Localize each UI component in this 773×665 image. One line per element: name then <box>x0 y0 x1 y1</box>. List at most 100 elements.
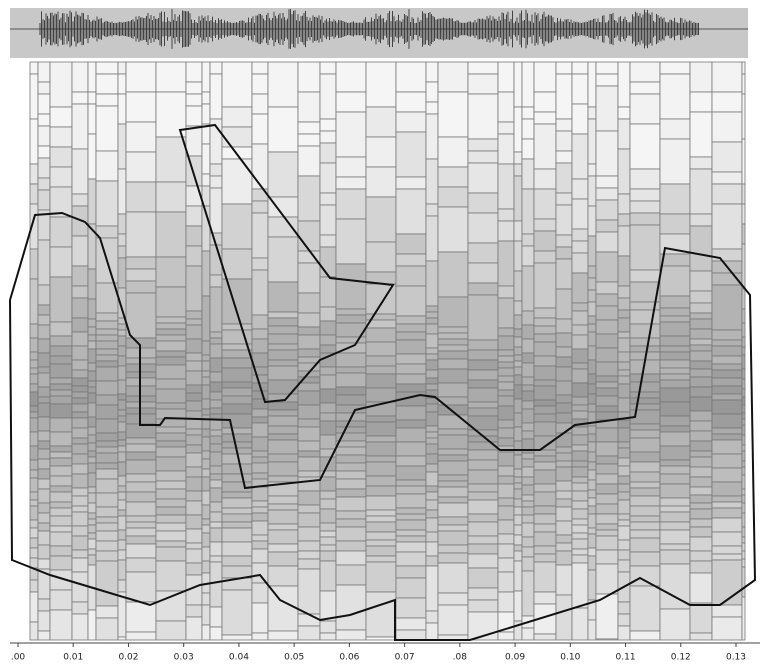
tile <box>49 507 73 517</box>
tile <box>37 61 51 83</box>
tile <box>185 205 203 227</box>
tile <box>437 382 469 398</box>
tile <box>395 363 427 375</box>
tile <box>521 422 535 432</box>
tile <box>533 469 557 485</box>
tile <box>497 91 515 123</box>
tile <box>425 158 439 205</box>
tile <box>555 130 573 152</box>
tile <box>29 505 39 521</box>
tile <box>395 597 427 619</box>
tile <box>513 590 523 622</box>
tile <box>617 525 631 541</box>
tile <box>513 374 523 386</box>
tile <box>555 204 573 236</box>
tile <box>201 518 211 526</box>
tile <box>251 520 269 536</box>
tile <box>125 256 157 270</box>
tile <box>95 617 119 641</box>
tile <box>117 168 127 215</box>
tile <box>555 192 573 206</box>
tile <box>395 519 427 531</box>
tile <box>437 454 469 462</box>
tile <box>689 318 713 330</box>
tile <box>155 286 187 318</box>
tile <box>155 522 187 532</box>
tile <box>251 506 269 514</box>
tile <box>689 338 713 346</box>
tile <box>155 530 187 542</box>
tile <box>437 296 469 328</box>
tile <box>659 345 691 353</box>
tile <box>595 130 619 177</box>
tile <box>37 488 51 504</box>
tile <box>209 163 223 177</box>
tile <box>587 479 597 491</box>
tile <box>221 158 253 205</box>
tile <box>741 336 746 348</box>
tile <box>319 246 337 278</box>
tile <box>335 454 367 464</box>
tile <box>37 189 51 211</box>
tile <box>629 461 661 473</box>
tile <box>711 369 743 379</box>
tile <box>95 354 119 362</box>
tile <box>209 357 223 373</box>
tile <box>365 539 397 547</box>
tile <box>521 376 535 386</box>
tile <box>437 206 469 253</box>
tile <box>595 463 619 475</box>
tile <box>571 73 589 105</box>
tile <box>297 613 321 627</box>
tile <box>155 546 187 562</box>
tile <box>437 428 469 436</box>
tile <box>251 486 269 502</box>
tile <box>335 470 367 480</box>
tile <box>37 558 51 570</box>
tile <box>49 555 73 571</box>
tile <box>87 416 97 428</box>
tile <box>711 433 743 441</box>
tile <box>297 348 321 358</box>
tile <box>711 553 743 561</box>
tile <box>201 143 211 175</box>
tile <box>587 547 597 557</box>
tile <box>209 407 223 415</box>
tile <box>319 234 337 248</box>
tile <box>71 61 89 93</box>
tile <box>37 177 51 191</box>
tile <box>185 542 203 550</box>
tile <box>365 61 397 108</box>
tile <box>49 377 73 385</box>
tile <box>467 73 499 95</box>
tile <box>467 282 499 296</box>
tile <box>201 468 211 478</box>
tile <box>251 562 269 584</box>
tile <box>395 373 427 385</box>
tile <box>711 531 743 547</box>
tile <box>117 491 127 501</box>
tile <box>29 367 39 375</box>
tile <box>629 397 661 405</box>
tile <box>155 590 187 622</box>
tile <box>741 138 746 185</box>
tile <box>117 509 127 517</box>
tile <box>521 352 535 364</box>
tile <box>201 384 211 400</box>
tile <box>297 526 321 542</box>
tile <box>319 412 337 422</box>
tile <box>513 524 523 536</box>
tile <box>595 251 619 283</box>
tile <box>71 549 89 559</box>
tile <box>267 475 299 483</box>
tile <box>37 402 51 418</box>
tile <box>37 544 51 560</box>
tile <box>201 354 211 362</box>
tile <box>201 604 211 626</box>
tile <box>395 233 427 255</box>
tile <box>87 370 97 382</box>
tile <box>201 560 211 574</box>
tile <box>335 550 367 566</box>
tile <box>467 449 499 461</box>
tile <box>267 151 299 198</box>
